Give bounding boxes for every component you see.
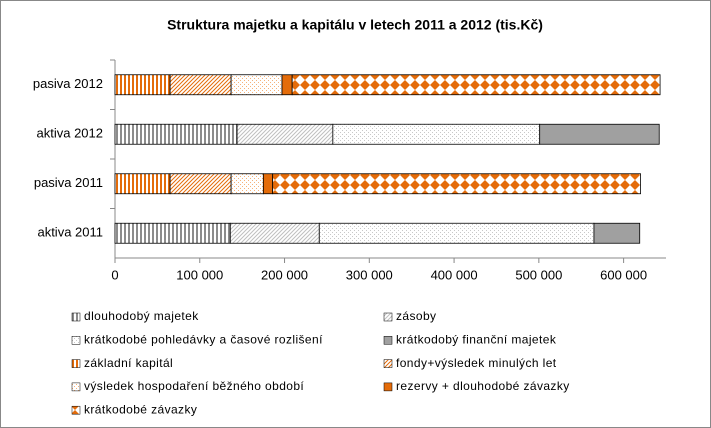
legend-swatch: [383, 382, 393, 392]
bar-segment: [332, 123, 541, 145]
chart-title: Struktura majetku a kapitálu v letech 20…: [167, 17, 543, 33]
x-tick-label: 400 000: [431, 267, 478, 282]
bar-segment: [230, 173, 264, 195]
legend-label: rezervy + dlouhodobé závazky: [396, 379, 570, 393]
bar-segment: [229, 222, 320, 244]
x-tick-label: 500 000: [515, 267, 562, 282]
legend-label: zásoby: [396, 309, 436, 323]
y-tick-label: aktiva 2012: [37, 126, 104, 141]
bar-segment: [169, 74, 232, 96]
legend-label: dlouhodobý majetek: [84, 309, 199, 323]
bar-segment: [272, 173, 641, 195]
y-tick-label: aktiva 2011: [37, 225, 103, 240]
y-tick-label: pasiva 2012: [33, 76, 103, 91]
bar-segment: [114, 74, 171, 96]
x-tick-label: 0: [111, 267, 118, 282]
x-tick-label: 600 000: [600, 267, 647, 282]
legend-label: výsledek hospodaření běžného období: [84, 379, 304, 393]
legend-swatch: [71, 359, 81, 368]
bar-segment: [169, 173, 232, 195]
legend-label: krátkodobé závazky: [84, 402, 197, 416]
x-tick-label: 100 000: [176, 267, 223, 282]
bar-segment: [318, 222, 595, 244]
legend-label: krátkodobý finanční majetek: [396, 332, 557, 346]
bar-segment: [281, 74, 293, 96]
bar-segment: [114, 123, 238, 145]
bar-segment: [230, 74, 283, 96]
legend-swatch: [71, 382, 81, 392]
legend-swatch: [383, 359, 393, 368]
legend-swatch: [383, 312, 393, 322]
bar-segment: [291, 74, 661, 96]
legend-swatch: [71, 405, 81, 415]
bar-segment: [262, 173, 274, 195]
bar-segment: [114, 173, 171, 195]
legend-swatch: [383, 336, 393, 345]
x-tick-label: 300 000: [346, 267, 393, 282]
bar-segment: [236, 123, 334, 145]
legend-label: fondy+výsledek minulých let: [396, 356, 557, 370]
bar-segment: [539, 123, 660, 145]
legend-label: krátkodobé pohledávky a časové rozlišení: [84, 332, 323, 346]
x-tick-label: 200 000: [261, 267, 308, 282]
bar-segment: [593, 222, 641, 244]
y-tick-label: pasiva 2011: [34, 175, 103, 190]
legend-swatch: [71, 336, 81, 345]
bar-segment: [114, 222, 231, 244]
legend-swatch: [71, 312, 81, 322]
legend-label: základní kapitál: [84, 356, 173, 370]
